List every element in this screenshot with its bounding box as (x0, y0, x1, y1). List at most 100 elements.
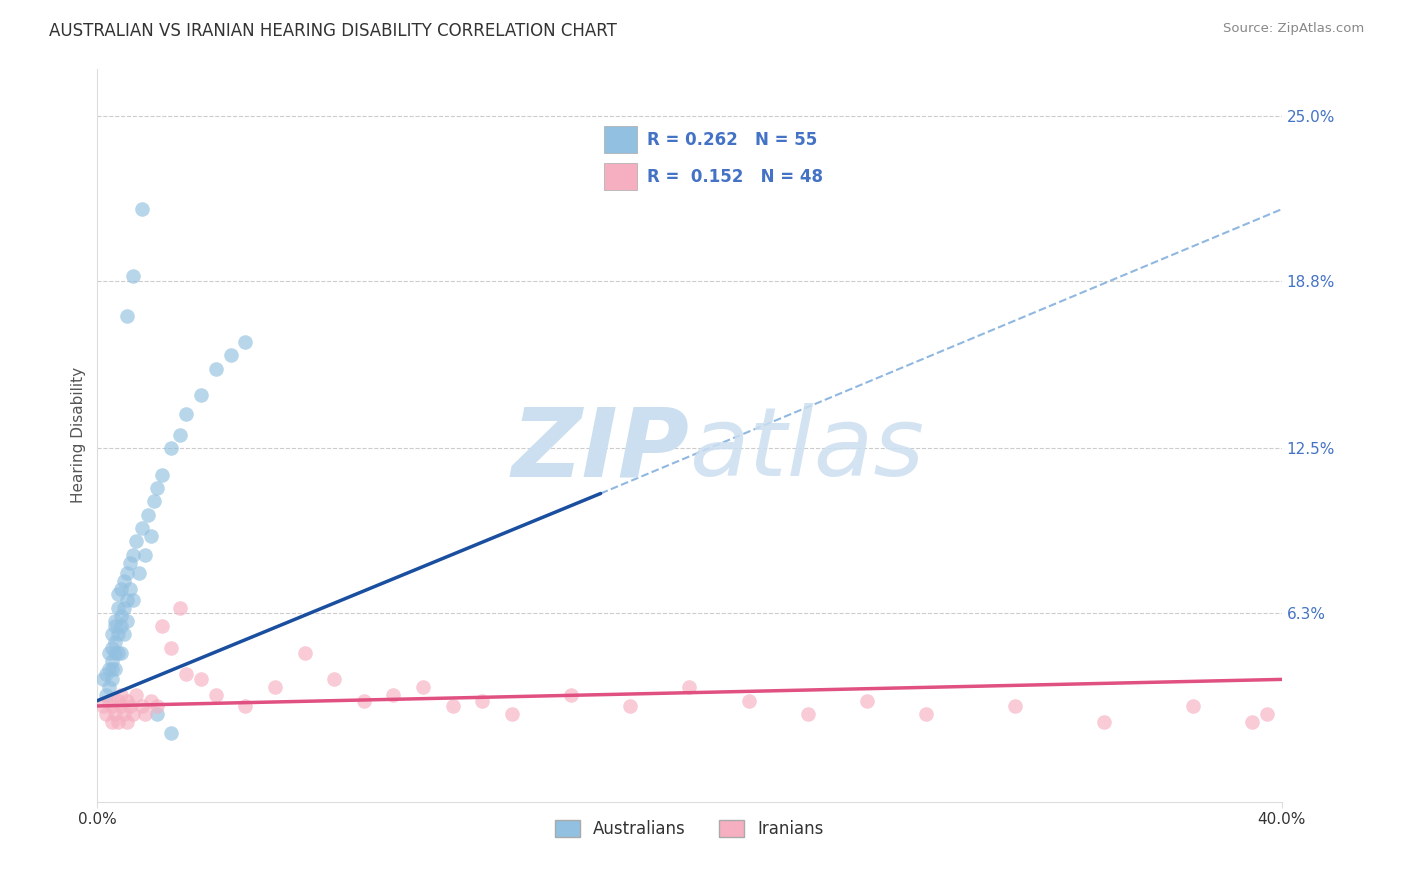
Point (110, 619, 132, 633)
Point (204, 689, 226, 703)
Point (96, 667, 118, 681)
Point (131, 521, 153, 535)
Point (160, 442, 183, 456)
Point (125, 534, 148, 549)
Point (112, 706, 135, 721)
Point (131, 698, 153, 713)
Point (1240, 714, 1263, 729)
Point (122, 268, 145, 283)
Point (96, 706, 118, 721)
Point (169, 428, 191, 442)
Point (856, 693, 879, 707)
Point (98, 662, 121, 676)
Text: ZIP: ZIP (512, 403, 689, 496)
Point (115, 693, 138, 707)
Point (145, 481, 167, 495)
Point (118, 556, 141, 570)
Point (115, 566, 138, 581)
Point (174, 667, 197, 681)
Point (98, 693, 121, 707)
Point (96, 689, 118, 703)
Point (101, 640, 124, 655)
Point (142, 494, 165, 508)
Point (160, 725, 183, 739)
Point (471, 693, 494, 707)
Point (107, 646, 129, 660)
Point (101, 698, 124, 713)
Point (110, 582, 132, 596)
Point (501, 706, 523, 721)
Point (118, 582, 141, 596)
Point (139, 693, 162, 707)
Point (737, 693, 759, 707)
Point (235, 335, 257, 350)
Point (128, 566, 150, 581)
Text: Source: ZipAtlas.com: Source: ZipAtlas.com (1223, 22, 1364, 36)
Point (122, 706, 145, 721)
Point (104, 646, 127, 660)
Point (915, 706, 938, 721)
Point (104, 662, 127, 676)
Point (104, 614, 127, 628)
Point (91, 698, 114, 713)
Point (412, 681, 434, 695)
Point (204, 361, 226, 376)
Point (122, 548, 145, 562)
Point (112, 574, 135, 588)
Point (797, 706, 820, 721)
Point (125, 689, 148, 703)
Point (101, 654, 124, 668)
Point (1004, 698, 1026, 713)
Point (101, 673, 124, 687)
Point (98, 681, 121, 695)
Point (110, 608, 132, 623)
Point (110, 698, 132, 713)
Point (174, 407, 197, 421)
Point (107, 693, 129, 707)
Point (134, 548, 156, 562)
Point (118, 698, 141, 713)
Point (107, 600, 129, 615)
Point (235, 698, 257, 713)
Point (110, 689, 132, 703)
Point (107, 587, 129, 601)
Y-axis label: Hearing Disability: Hearing Disability (72, 367, 86, 503)
Point (145, 706, 167, 721)
Point (353, 693, 375, 707)
Point (107, 714, 129, 729)
Point (115, 714, 138, 729)
Point (104, 635, 127, 649)
Point (101, 627, 124, 641)
Point (98, 646, 121, 660)
Point (110, 646, 132, 660)
Point (101, 662, 124, 676)
Point (1181, 698, 1204, 713)
Point (122, 592, 145, 607)
Point (169, 600, 191, 615)
Point (190, 388, 212, 402)
Point (115, 309, 138, 323)
Point (382, 689, 405, 703)
Point (1092, 714, 1115, 729)
Point (152, 619, 174, 633)
Point (112, 627, 135, 641)
Point (115, 592, 138, 607)
Point (1256, 706, 1278, 721)
Point (107, 627, 129, 641)
Point (112, 600, 135, 615)
Point (139, 529, 162, 543)
Point (104, 619, 127, 633)
Point (160, 640, 183, 655)
Point (152, 467, 174, 482)
Point (294, 646, 316, 660)
Point (619, 698, 641, 713)
Point (264, 681, 287, 695)
Point (134, 706, 156, 721)
Point (441, 698, 464, 713)
Point (131, 202, 153, 217)
Point (219, 348, 242, 362)
Point (104, 706, 127, 721)
Legend: Australians, Iranians: Australians, Iranians (548, 813, 831, 845)
Point (91, 673, 114, 687)
Point (678, 681, 700, 695)
